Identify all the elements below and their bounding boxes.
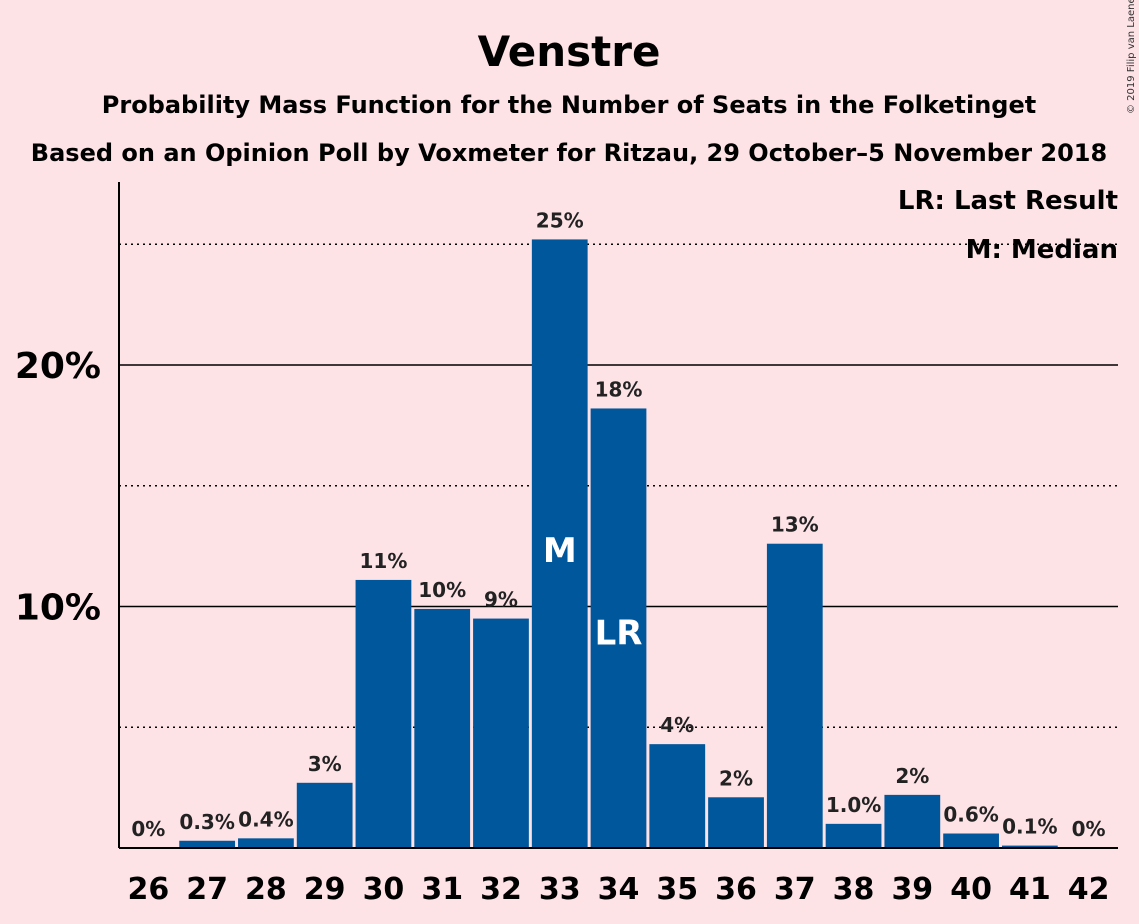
x-tick-label: 30 — [363, 872, 405, 907]
data-label-seat-32: 9% — [484, 588, 518, 612]
data-label-seat-41: 0.1% — [1002, 815, 1057, 839]
data-label-seat-35: 4% — [660, 713, 694, 737]
x-tick-label: 26 — [128, 872, 170, 907]
bar-seat-32 — [473, 618, 529, 848]
chart-subtitle: Probability Mass Function for the Number… — [102, 91, 1036, 119]
bar-seat-41 — [1001, 845, 1058, 848]
bar-marks: M LR — [543, 531, 643, 654]
bar-seat-35 — [649, 744, 706, 848]
bar-seat-38 — [825, 823, 882, 848]
x-tick-label: 39 — [891, 872, 933, 907]
data-label-seat-37: 13% — [771, 513, 819, 537]
bar-seat-28 — [238, 838, 294, 848]
data-label-seat-39: 2% — [895, 764, 929, 788]
legend-last-result: LR: Last Result — [898, 186, 1118, 216]
data-label-seat-40: 0.6% — [943, 803, 998, 827]
x-tick-label: 42 — [1068, 872, 1110, 907]
data-label-seat-36: 2% — [719, 766, 753, 790]
bar-seat-34 — [590, 408, 647, 848]
x-tick-label: 38 — [833, 872, 875, 907]
data-label-seat-27: 0.3% — [179, 810, 234, 834]
x-tick-label: 41 — [1009, 872, 1051, 907]
x-tick-label: 36 — [715, 872, 757, 907]
chart-subtitle-poll: Based on an Opinion Poll by Voxmeter for… — [31, 139, 1107, 167]
data-label-seat-30: 11% — [360, 549, 408, 573]
data-label-seat-31: 10% — [418, 578, 466, 602]
bar-seat-33 — [531, 239, 588, 849]
x-tick-label: 40 — [950, 872, 992, 907]
legend-median: M: Median — [966, 235, 1118, 265]
x-tick-label: 37 — [774, 872, 816, 907]
data-label-seat-29: 3% — [308, 752, 342, 776]
bars — [179, 239, 1058, 849]
x-tick-label: 33 — [539, 872, 581, 907]
bar-seat-29 — [296, 782, 353, 848]
chart-title: Venstre — [478, 27, 661, 76]
data-label-seat-38: 1.0% — [826, 793, 881, 817]
copyright-note: © 2019 Filip van Laenen — [1126, 0, 1137, 114]
bar-seat-31 — [414, 608, 471, 848]
y-tick-label: 20% — [15, 346, 101, 387]
x-axis-ticks: 26 27 28 29 30 31 32 33 34 35 36 37 38 39 40 41 42 — [128, 872, 1110, 907]
x-tick-label: 34 — [598, 872, 640, 907]
x-tick-label: 29 — [304, 872, 346, 907]
bar-seat-37 — [766, 543, 823, 848]
data-label-seat-34: 18% — [595, 377, 643, 401]
x-tick-label: 27 — [186, 872, 228, 907]
x-tick-label: 35 — [656, 872, 698, 907]
data-label-seat-28: 0.4% — [238, 807, 293, 831]
data-labels: 0% 0.3% 0.4% 3% 11% 10% 9% 25% 18% 4% 2% 13% 1.0% 2% 0… — [131, 208, 1105, 841]
x-tick-label: 32 — [480, 872, 522, 907]
data-label-seat-42: 0% — [1072, 817, 1106, 841]
median-marker: M — [543, 531, 577, 571]
data-label-seat-26: 0% — [131, 817, 165, 841]
last-result-marker: LR — [595, 614, 643, 654]
x-tick-label: 31 — [421, 872, 463, 907]
y-tick-label: 10% — [15, 588, 101, 629]
bar-seat-30 — [355, 579, 412, 848]
x-tick-label: 28 — [245, 872, 287, 907]
bar-seat-40 — [943, 833, 999, 848]
bar-seat-27 — [179, 840, 236, 848]
y-axis-ticks: 10% 20% — [15, 346, 101, 629]
bar-seat-39 — [884, 794, 941, 848]
bar-seat-36 — [708, 797, 764, 848]
data-label-seat-33: 25% — [536, 208, 584, 232]
